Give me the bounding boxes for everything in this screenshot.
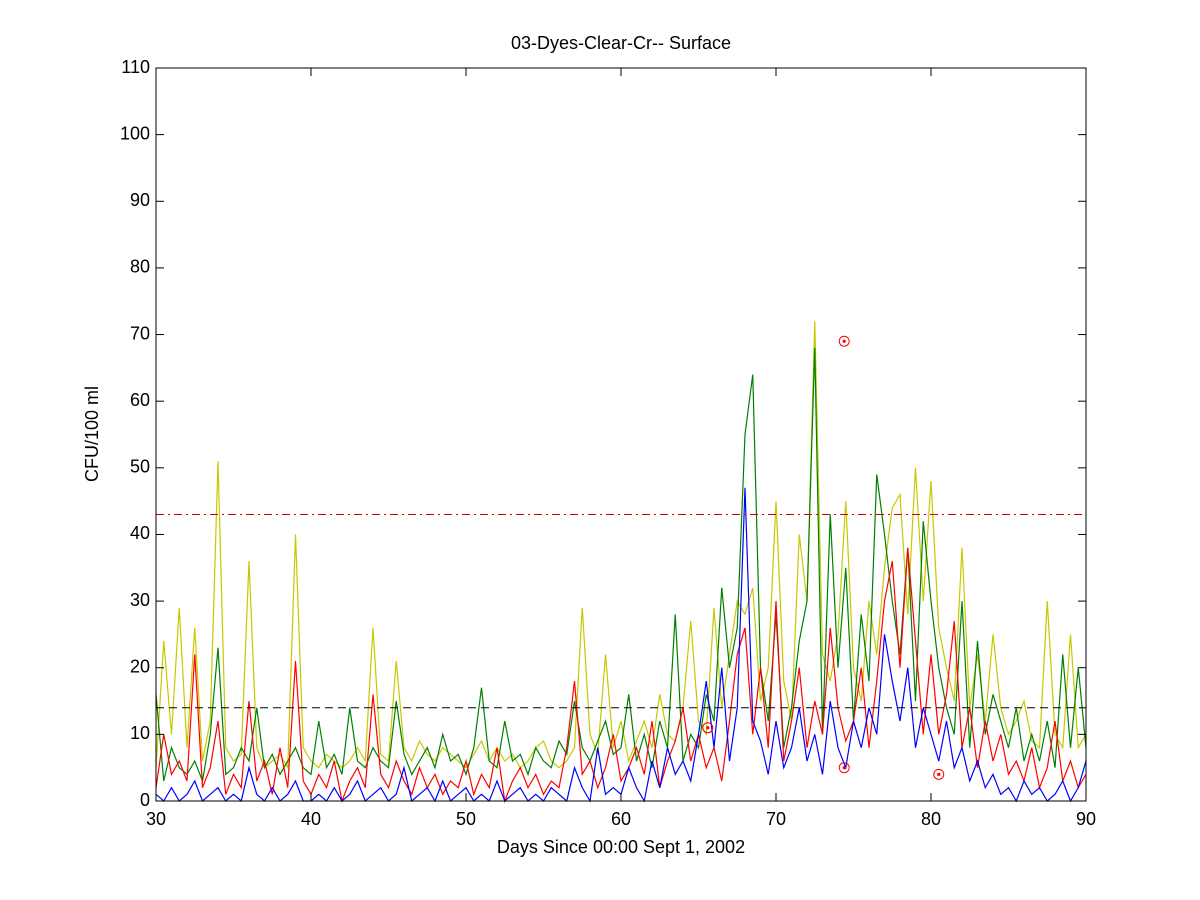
y-tick-label: 90 (130, 190, 150, 210)
x-tick-label: 90 (1076, 809, 1096, 829)
observation-marker (838, 335, 850, 347)
series-line (155, 347, 1087, 784)
x-tick-label: 50 (456, 809, 476, 829)
x-tick-label: 70 (766, 809, 786, 829)
x-tick-label: 80 (921, 809, 941, 829)
x-tick-label: 40 (301, 809, 321, 829)
y-tick-label: 30 (130, 590, 150, 610)
y-tick-label: 10 (130, 723, 150, 743)
y-tick-label: 40 (130, 523, 150, 543)
observation-marker (838, 762, 850, 774)
observation-dot (842, 766, 846, 770)
observation-marker (933, 768, 945, 780)
observation-marker (702, 722, 714, 734)
chart-title: 03-Dyes-Clear-Cr-- Surface (511, 33, 731, 53)
observation-dot (706, 726, 710, 730)
y-tick-label: 20 (130, 656, 150, 676)
y-tick-label: 50 (130, 457, 150, 477)
y-tick-label: 110 (121, 57, 150, 77)
y-tick-label: 0 (140, 790, 150, 810)
observation-dot (937, 772, 941, 776)
series-line (155, 321, 1087, 770)
observation-dot (842, 339, 846, 343)
y-axis-label: CFU/100 ml (82, 386, 102, 482)
y-tick-label: 100 (120, 123, 150, 143)
y-tick-label: 70 (130, 323, 150, 343)
y-tick-label: 60 (130, 390, 150, 410)
y-tick-label: 80 (130, 257, 150, 277)
x-tick-label: 60 (611, 809, 631, 829)
x-axis-label: Days Since 00:00 Sept 1, 2002 (497, 837, 745, 857)
x-tick-label: 30 (146, 809, 166, 829)
